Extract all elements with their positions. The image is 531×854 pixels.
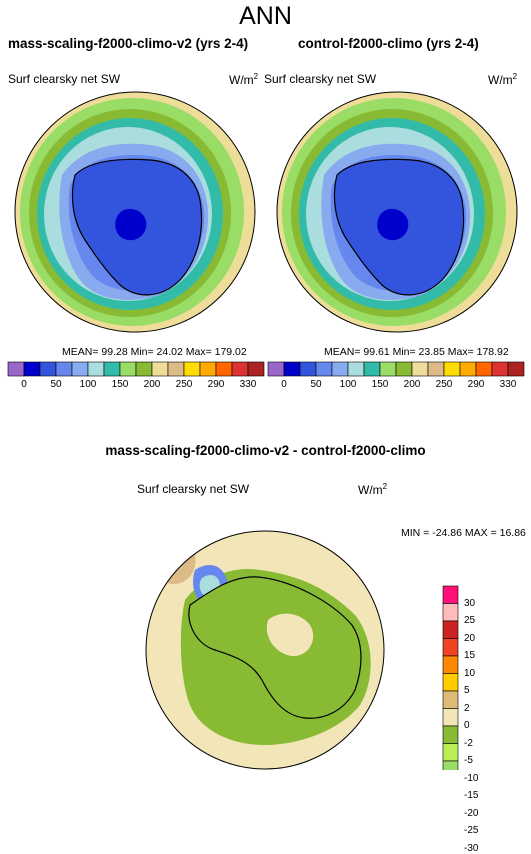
panel-1-colorbar-tick-label: 290: [207, 379, 225, 390]
panel-1-colorbar-swatch: [55, 361, 73, 377]
panel-2-colorbar-tick-label: 150: [371, 379, 389, 390]
panel-1-colorbar-swatch: [119, 361, 137, 377]
panel-2-colorbar-swatch: [299, 361, 317, 377]
diff-colorbar-swatch: [442, 743, 459, 762]
diff-colorbar-tick-label: -15: [464, 790, 479, 801]
diff-colorbar-swatch: [442, 585, 459, 604]
panel-1-variable: Surf clearsky net SW: [8, 72, 121, 86]
panel-2-colorbar: [267, 361, 525, 377]
panel-1-map: [15, 92, 255, 332]
panel-2-colorbar-swatch: [475, 361, 493, 377]
panel-1-colorbar-tick-label: 330: [239, 379, 257, 390]
diff-colorbar-swatch: [442, 638, 459, 657]
diff-minmax: MIN = -24.86 MAX = 16.86: [401, 527, 526, 539]
diff-colorbar-tick-label: -10: [464, 772, 479, 784]
diff-variable: Surf clearsky net SW: [137, 482, 250, 496]
diff-colorbar-tick-label: 0: [464, 720, 470, 731]
panel-1-colorbar-tick-label: 0: [21, 379, 27, 390]
panel-2-colorbar-tick-label: 200: [403, 379, 421, 390]
panel-1-colorbar-swatch: [87, 361, 105, 377]
panel-2-units: W/m2: [488, 72, 518, 87]
panel-2-colorbar-swatch: [283, 361, 301, 377]
panel-1-units: W/m2: [229, 72, 259, 87]
panel-2-map: [277, 92, 517, 332]
panel-2-colorbar-swatch: [411, 361, 429, 377]
panel-1-colorbar: [7, 361, 265, 377]
panel-1-colorbar-swatch: [215, 361, 233, 377]
diff-colorbar-tick-label: 25: [464, 615, 476, 626]
panel-1-colorbar-swatch: [39, 361, 57, 377]
diff-colorbar-tick-label: -20: [464, 807, 479, 819]
diff-colorbar-tick-label: 2: [464, 702, 470, 714]
diff-colorbar-swatch: [442, 620, 459, 639]
panel-2-colorbar-swatch: [491, 361, 509, 377]
panel-2-colorbar-swatch: [443, 361, 461, 377]
diff-colorbar-tick-label: -2: [464, 737, 473, 749]
panel-1-colorbar-tick-label: 250: [175, 379, 193, 390]
diff-colorbar-tick-label: 5: [464, 685, 470, 696]
diff-colorbar-tick-label: -30: [464, 842, 479, 854]
panel-1-title: mass-scaling-f2000-climo-v2 (yrs 2-4): [8, 36, 249, 51]
panel-2-colorbar-swatch: [267, 361, 285, 377]
diff-colorbar-tick-label: 20: [464, 632, 476, 644]
panel-1-colorbar-swatch: [183, 361, 201, 377]
diff-colorbar-swatch: [442, 673, 459, 692]
panel-1-colorbar-swatch: [247, 361, 265, 377]
diff-colorbar-swatch: [442, 760, 459, 770]
panel-2-colorbar-swatch: [507, 361, 525, 377]
panel-1-colorbar-tick-label: 50: [50, 379, 62, 390]
panel-1-colorbar-swatch: [7, 361, 25, 377]
panel-1-colorbar-tick-label: 150: [111, 379, 129, 390]
panel-2-stats: MEAN= 99.61 Min= 23.85 Max= 178.92: [324, 346, 509, 358]
panel-2-colorbar-swatch: [331, 361, 349, 377]
diff-colorbar-swatch: [442, 708, 459, 727]
panel-1-colorbar-swatch: [231, 361, 249, 377]
diff-colorbar-swatch: [442, 725, 459, 744]
diff-colorbar-tick-label: 10: [464, 667, 476, 679]
diff-colorbar-tick-label: 15: [464, 650, 476, 661]
panel-2-colorbar-swatch: [363, 361, 381, 377]
panel-2-colorbar-swatch: [379, 361, 397, 377]
panel-1-colorbar-swatch: [151, 361, 169, 377]
panel-2-title: control-f2000-climo (yrs 2-4): [298, 36, 479, 51]
maps-canvas: [7, 91, 525, 770]
panel-2-variable: Surf clearsky net SW: [264, 72, 377, 86]
figure-title: ANN: [239, 2, 292, 30]
diff-title: mass-scaling-f2000-climo-v2 - control-f2…: [105, 443, 426, 458]
diff-colorbar-tick-label: 30: [464, 597, 476, 609]
diff-units: W/m2: [358, 482, 388, 497]
panel-2-colorbar-tick-label: 100: [339, 379, 357, 390]
panel-1-colorbar-tick-label: 200: [143, 379, 161, 390]
panel-2-colorbar-tick-label: 0: [281, 379, 287, 390]
panel-2-colorbar-swatch: [427, 361, 445, 377]
diff-colorbar-swatch: [442, 690, 459, 709]
panel-1-stats: MEAN= 99.28 Min= 24.02 Max= 179.02: [62, 346, 247, 358]
panel-1-colorbar-swatch: [71, 361, 89, 377]
diff-colorbar: [442, 585, 459, 770]
panel-2-colorbar-tick-label: 330: [499, 379, 517, 390]
diff-colorbar-swatch: [442, 655, 459, 674]
panel-2-colorbar-swatch: [315, 361, 333, 377]
panel-2-colorbar-swatch: [347, 361, 365, 377]
panel-1-colorbar-swatch: [199, 361, 217, 377]
panel-2-colorbar-tick-label: 290: [467, 379, 485, 390]
panel-1-colorbar-swatch: [103, 361, 121, 377]
diff-map: [146, 531, 384, 769]
panel-2-colorbar-swatch: [395, 361, 413, 377]
panel-1-colorbar-swatch: [23, 361, 41, 377]
panel-2-colorbar-tick-label: 250: [435, 379, 453, 390]
diff-colorbar-tick-label: -5: [464, 755, 473, 766]
panel-2-colorbar-tick-label: 50: [310, 379, 322, 390]
panel-1-colorbar-swatch: [135, 361, 153, 377]
panel-1-colorbar-tick-label: 100: [79, 379, 97, 390]
diff-colorbar-swatch: [442, 603, 459, 622]
diff-colorbar-tick-label: -25: [464, 825, 479, 836]
panel-2-colorbar-swatch: [459, 361, 477, 377]
panel-1-colorbar-swatch: [167, 361, 185, 377]
